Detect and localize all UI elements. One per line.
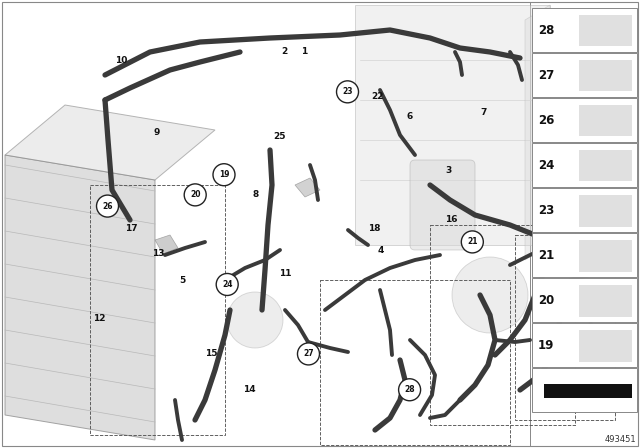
Polygon shape <box>544 384 632 398</box>
Bar <box>515 235 615 420</box>
Text: 22: 22 <box>371 92 384 101</box>
Circle shape <box>184 184 206 206</box>
Bar <box>320 280 510 445</box>
Circle shape <box>213 164 235 186</box>
Bar <box>579 285 632 317</box>
Text: 18: 18 <box>368 224 381 233</box>
Bar <box>532 143 637 187</box>
Text: 24: 24 <box>222 280 232 289</box>
Bar <box>532 53 637 97</box>
Text: 11: 11 <box>278 269 291 278</box>
Text: 13: 13 <box>152 249 165 258</box>
Bar <box>532 323 637 367</box>
Text: 20: 20 <box>190 190 200 199</box>
Text: 23: 23 <box>538 204 554 217</box>
Bar <box>579 195 632 227</box>
Circle shape <box>97 195 118 217</box>
Bar <box>579 15 632 46</box>
Bar <box>430 225 575 425</box>
Text: 21: 21 <box>467 237 477 246</box>
Text: 3: 3 <box>445 166 451 175</box>
FancyBboxPatch shape <box>410 160 475 250</box>
Circle shape <box>452 257 528 333</box>
Circle shape <box>298 343 319 365</box>
Text: 16: 16 <box>445 215 458 224</box>
Text: 23: 23 <box>342 87 353 96</box>
Bar <box>579 330 632 362</box>
Text: 17: 17 <box>125 224 138 233</box>
Text: 27: 27 <box>303 349 314 358</box>
Text: 25: 25 <box>273 132 286 141</box>
Text: 28: 28 <box>404 385 415 394</box>
Circle shape <box>216 273 238 296</box>
Text: 493451: 493451 <box>604 435 636 444</box>
Text: 15: 15 <box>205 349 218 358</box>
Text: 21: 21 <box>538 249 554 262</box>
Polygon shape <box>155 235 178 254</box>
Polygon shape <box>5 155 155 440</box>
Bar <box>532 188 637 232</box>
Text: 19: 19 <box>538 340 554 353</box>
Text: 7: 7 <box>480 108 486 116</box>
Bar <box>579 60 632 91</box>
Text: 12: 12 <box>93 314 106 323</box>
Bar <box>532 98 637 142</box>
Circle shape <box>461 231 483 253</box>
Polygon shape <box>525 5 550 260</box>
Bar <box>532 233 637 277</box>
Bar <box>579 105 632 136</box>
Text: 19: 19 <box>219 170 229 179</box>
Bar <box>579 150 632 181</box>
Bar <box>579 240 632 271</box>
Text: 27: 27 <box>538 69 554 82</box>
Bar <box>355 5 550 245</box>
Text: 26: 26 <box>538 114 554 127</box>
Circle shape <box>227 292 283 348</box>
Text: 26: 26 <box>102 202 113 211</box>
Text: 1: 1 <box>301 47 307 56</box>
Circle shape <box>337 81 358 103</box>
Text: 24: 24 <box>538 159 554 172</box>
Text: 10: 10 <box>115 56 128 65</box>
Polygon shape <box>295 178 320 197</box>
Text: 20: 20 <box>538 294 554 307</box>
Text: 9: 9 <box>154 128 160 137</box>
Circle shape <box>399 379 420 401</box>
Text: 4: 4 <box>378 246 384 255</box>
Bar <box>532 278 637 323</box>
Text: 6: 6 <box>406 112 413 121</box>
Bar <box>90 185 225 435</box>
Bar <box>532 368 637 413</box>
Text: 2: 2 <box>282 47 288 56</box>
Polygon shape <box>5 105 215 180</box>
Text: 14: 14 <box>243 385 256 394</box>
Text: 28: 28 <box>538 24 554 37</box>
Bar <box>532 8 637 52</box>
Text: 5: 5 <box>179 276 186 284</box>
Text: 8: 8 <box>253 190 259 199</box>
